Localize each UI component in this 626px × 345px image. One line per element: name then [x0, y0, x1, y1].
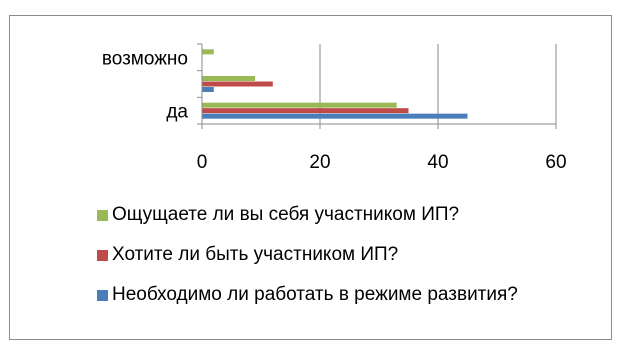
legend-item: Ощущаете ли вы себя участником ИП?: [97, 202, 459, 228]
bar-3-3: [202, 49, 214, 55]
legend-label: Необходимо ли работать в режиме развития…: [112, 284, 518, 305]
bar-chart: да возможно 0 20 40 60: [102, 43, 567, 173]
legend-swatch: [97, 209, 108, 221]
x-tick-label: 60: [545, 152, 566, 173]
bar-2-1: [202, 108, 409, 114]
bar-2-2: [202, 81, 273, 87]
bars: [202, 49, 468, 119]
legend-item: Необходимо ли работать в режиме развития…: [97, 282, 518, 308]
chart-frame: [9, 15, 612, 340]
bar-3-1: [202, 102, 397, 108]
axes: [197, 43, 557, 129]
legend-label: Ощущаете ли вы себя участником ИП?: [112, 204, 460, 225]
x-tick-label: 20: [309, 152, 330, 173]
legend-item: Хотите ли быть участником ИП?: [97, 242, 398, 268]
legend-swatch: [97, 249, 108, 261]
y-tick-label: возможно: [102, 48, 188, 69]
tick-labels: да возможно 0 20 40 60: [102, 48, 567, 173]
y-tick-label: да: [166, 102, 188, 123]
legend-swatch: [97, 289, 108, 301]
bar-1-2: [202, 87, 214, 92]
legend-label: Хотите ли быть участником ИП?: [112, 244, 399, 265]
bar-1-1: [202, 113, 468, 119]
bar-3-2: [202, 76, 256, 81]
x-tick-label: 0: [197, 152, 208, 173]
x-tick-label: 40: [427, 152, 448, 173]
